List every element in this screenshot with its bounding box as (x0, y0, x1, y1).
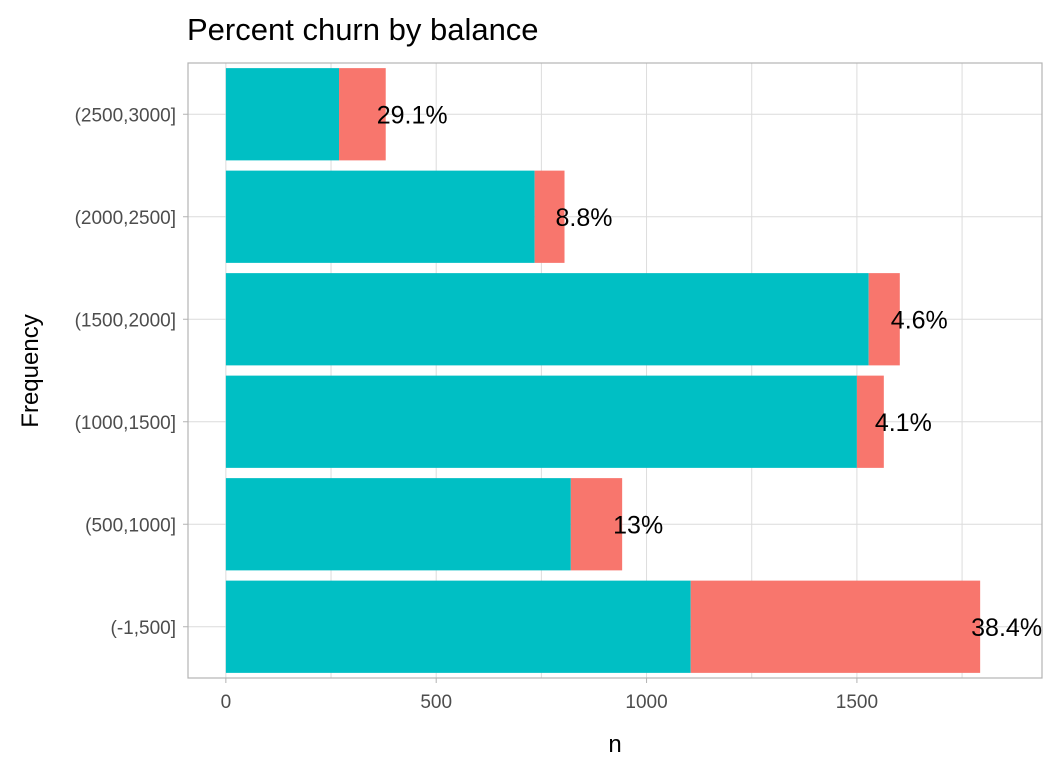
x-axis-ticks: 0 500 1000 1500 (221, 678, 878, 713)
bar-data-label: 4.6% (891, 306, 948, 334)
x-tick-label: 1500 (836, 692, 878, 713)
bar-segment-retained (225, 170, 535, 263)
y-tick-label: (1500,2000] (75, 310, 176, 331)
bar-segment-retained (225, 273, 869, 366)
y-tick-label: (1000,1500] (75, 413, 176, 434)
bar-segment-retained (225, 68, 340, 161)
y-axis-title: Frequency (17, 314, 44, 427)
bar-segment-churned (570, 478, 623, 571)
panel-border (187, 62, 1043, 679)
bar-segment-churned (856, 375, 884, 468)
y-tick-label: (-1,500] (111, 618, 176, 639)
y-tick-label: (500,1000] (85, 515, 176, 536)
bars (225, 68, 981, 673)
y-tick-label: (2500,3000] (75, 105, 176, 126)
y-axis-ticks: (-1,500] (500,1000] (1000,1500] (1500,2000]… (75, 105, 188, 639)
data-labels: 38.4% 13% 4.1% 4.6% 8.8% 29.1% (377, 101, 1042, 642)
bar-segment-churned (339, 68, 386, 161)
bar-data-label: 8.8% (556, 204, 613, 232)
bar-segment-retained (225, 478, 571, 571)
bar-data-label: 13% (613, 511, 663, 539)
x-axis-title: n (608, 731, 621, 758)
chart-title: Percent churn by balance (187, 12, 539, 47)
x-tick-label: 1000 (625, 692, 667, 713)
x-tick-label: 500 (420, 692, 452, 713)
x-tick-label: 0 (221, 692, 232, 713)
bar-segment-retained (225, 375, 857, 468)
bar-data-label: 38.4% (971, 614, 1042, 642)
bar-segment-retained (225, 580, 691, 673)
bar-segment-churned (868, 273, 900, 366)
bar-segment-churned (534, 170, 565, 263)
bar-segment-churned (690, 580, 981, 673)
bar-data-label: 4.1% (875, 409, 932, 437)
bar-data-label: 29.1% (377, 101, 448, 129)
y-tick-label: (2000,2500] (75, 208, 176, 229)
